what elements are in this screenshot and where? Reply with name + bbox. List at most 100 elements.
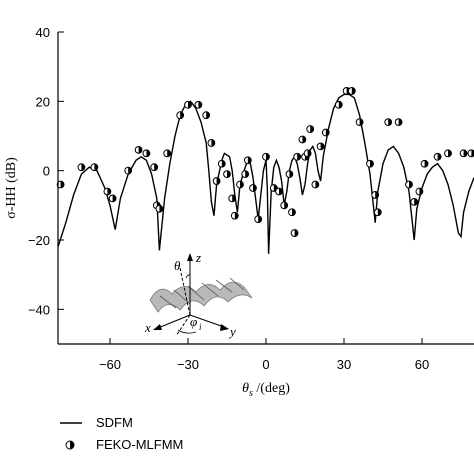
data-point-feko xyxy=(236,180,244,189)
data-point-feko-fill xyxy=(232,195,236,202)
data-point-feko-fill xyxy=(128,167,132,175)
data-point-feko xyxy=(280,201,289,210)
data-point-feko xyxy=(316,142,325,151)
x-axis-title-subscript: s xyxy=(249,388,253,399)
data-point-feko-fill xyxy=(297,153,301,161)
data-point-feko xyxy=(410,197,419,206)
data-point-feko-fill xyxy=(471,149,474,157)
data-point-feko-fill xyxy=(315,181,319,188)
data-point-feko-fill xyxy=(377,208,382,216)
data-point-feko xyxy=(77,163,86,172)
y-axis-arrow xyxy=(220,324,229,331)
data-point-feko xyxy=(334,100,343,109)
y-tick-label: 20 xyxy=(36,94,50,109)
inset-theta-label: θ xyxy=(174,258,181,273)
data-point-feko-fill xyxy=(258,215,262,223)
data-point-feko-fill xyxy=(294,229,298,237)
data-point-feko xyxy=(194,100,203,109)
data-point-feko xyxy=(306,125,315,133)
data-point-feko-fill xyxy=(414,198,418,206)
y-axis xyxy=(189,314,225,328)
data-point-feko xyxy=(262,152,270,161)
data-point-feko xyxy=(394,118,403,127)
data-point-feko xyxy=(420,159,429,168)
data-point-feko xyxy=(293,152,302,161)
legend-marker-swatch xyxy=(65,440,75,450)
y-tick-label: −20 xyxy=(28,233,50,248)
inset-x-label: x xyxy=(144,320,151,335)
data-point-feko-fill xyxy=(409,181,413,188)
x-axis-arrow xyxy=(153,324,162,330)
legend-marker-label: FEKO-MLFMM xyxy=(96,437,183,452)
data-point-feko xyxy=(298,135,307,144)
data-point-feko-fill xyxy=(359,118,364,126)
data-point-feko xyxy=(176,111,185,120)
series-line-sdfm xyxy=(58,93,474,254)
data-point-feko-fill xyxy=(388,118,392,126)
data-point-feko-fill xyxy=(351,87,356,95)
data-point-feko xyxy=(303,149,312,158)
data-point-feko-fill xyxy=(463,149,467,157)
data-point-feko xyxy=(444,149,452,158)
data-point-feko xyxy=(311,180,320,189)
y-axis-title: σ-HH (dB) xyxy=(4,157,19,219)
data-point-feko xyxy=(103,187,112,196)
data-point-feko-fill xyxy=(159,205,163,213)
data-point-feko xyxy=(355,118,364,127)
data-point-feko-fill xyxy=(375,191,379,199)
data-point-feko-fill xyxy=(146,149,150,157)
data-point-feko xyxy=(275,187,283,196)
data-point-feko xyxy=(415,187,424,196)
data-point-feko xyxy=(202,111,211,120)
data-point-feko xyxy=(269,184,278,192)
data-point-feko xyxy=(433,152,442,161)
data-point-feko-fill xyxy=(107,188,111,195)
x-axis-title-symbol: θ xyxy=(242,381,249,396)
y-tick-label: −40 xyxy=(28,302,50,317)
data-point-feko-fill xyxy=(60,181,64,188)
data-point-feko xyxy=(155,204,164,213)
data-point-feko-fill xyxy=(216,177,220,185)
data-point-feko-fill xyxy=(94,163,98,171)
x-axis-title: θs /(deg) xyxy=(242,381,290,399)
y-tick-label: 0 xyxy=(43,164,50,179)
inset-y-label: y xyxy=(228,324,236,339)
projection-line xyxy=(175,314,191,337)
data-point-feko xyxy=(285,170,294,179)
y-tick-label: 40 xyxy=(36,25,50,40)
x-tick-label: −30 xyxy=(177,357,199,372)
data-point-feko xyxy=(290,229,299,237)
data-point-feko xyxy=(56,180,65,189)
inset-z-label: z xyxy=(195,250,201,265)
data-point-feko-fill xyxy=(338,101,343,109)
data-point-feko-fill xyxy=(247,156,252,164)
data-point-feko-fill xyxy=(112,195,116,202)
data-point-feko-fill xyxy=(302,136,306,143)
data-point-feko-fill xyxy=(240,181,244,188)
data-point-feko-fill xyxy=(320,143,324,150)
data-point-feko-fill xyxy=(211,139,215,147)
data-point-feko-fill xyxy=(198,101,202,109)
x-axis xyxy=(157,314,191,329)
data-point-feko-fill xyxy=(154,163,158,171)
data-point-feko-fill xyxy=(138,146,143,154)
phi-arc xyxy=(177,329,197,334)
plot-area xyxy=(56,87,474,254)
data-point-feko xyxy=(254,215,263,224)
data-point-feko xyxy=(321,128,330,137)
data-point-feko xyxy=(212,177,221,185)
data-point-feko-fill xyxy=(81,163,85,171)
x-tick-label: 30 xyxy=(337,357,351,372)
data-point-feko-fill xyxy=(180,111,184,119)
data-point-feko-fill xyxy=(245,170,249,178)
data-point-feko xyxy=(366,159,374,168)
data-point-feko-fill xyxy=(448,149,452,157)
data-point-feko-fill xyxy=(227,170,231,178)
data-point-feko xyxy=(134,145,143,154)
data-point-feko xyxy=(217,159,226,168)
data-point-feko-fill xyxy=(253,184,257,192)
data-point-feko-fill xyxy=(266,153,270,161)
legend-line-label: SDFM xyxy=(96,415,133,430)
